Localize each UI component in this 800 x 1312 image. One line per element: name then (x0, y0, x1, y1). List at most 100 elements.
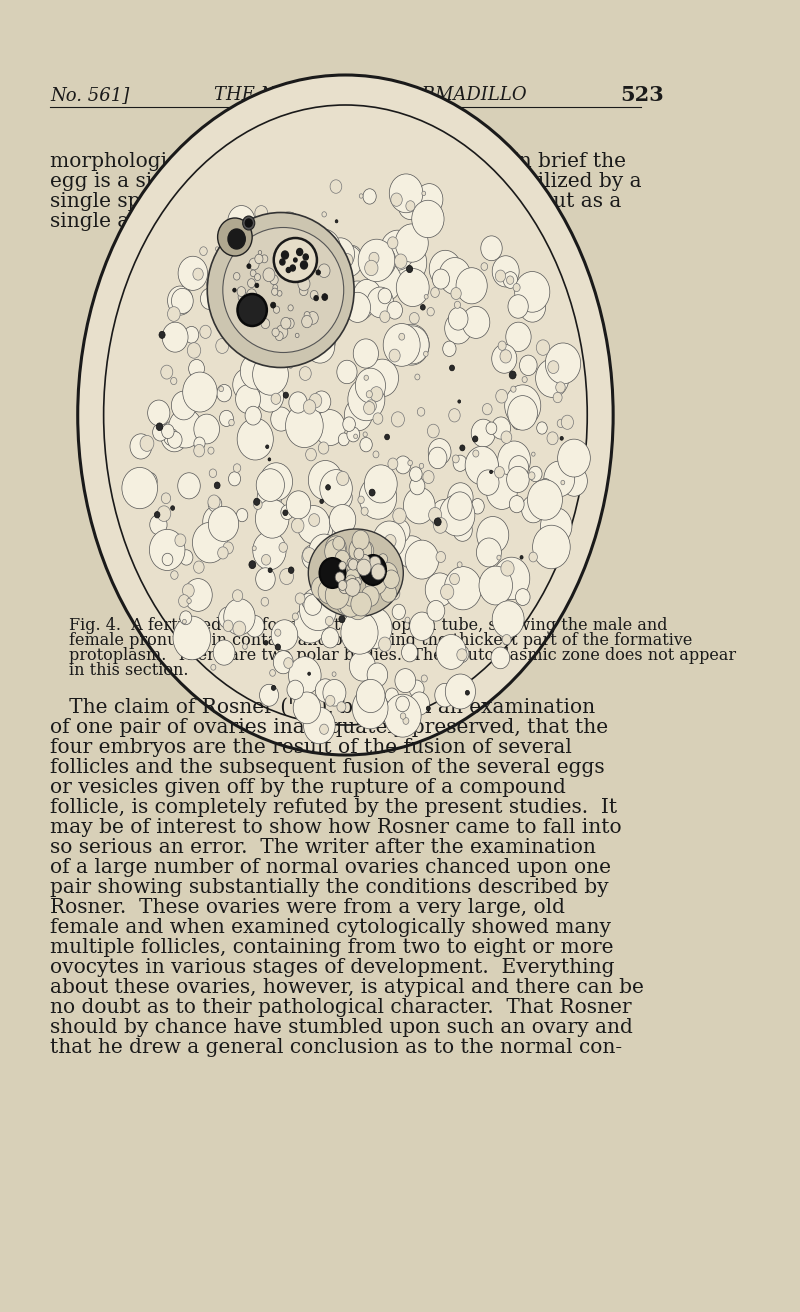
Circle shape (288, 567, 294, 573)
Circle shape (235, 384, 261, 413)
Text: protoplasm.  There are two polar bodies.  The deutoplasmic zone does not appear: protoplasm. There are two polar bodies. … (69, 647, 736, 664)
Circle shape (270, 274, 278, 285)
Circle shape (222, 286, 254, 325)
Circle shape (326, 585, 335, 596)
Circle shape (273, 213, 304, 248)
Circle shape (502, 635, 511, 644)
Circle shape (493, 558, 530, 600)
Circle shape (380, 230, 415, 270)
Circle shape (148, 400, 170, 426)
Circle shape (391, 412, 405, 426)
Circle shape (162, 554, 173, 565)
Circle shape (421, 304, 426, 310)
Circle shape (492, 344, 517, 373)
Circle shape (380, 311, 390, 323)
Circle shape (326, 617, 334, 626)
Circle shape (495, 270, 506, 282)
Circle shape (354, 434, 358, 438)
Circle shape (465, 446, 498, 485)
Circle shape (363, 189, 376, 205)
Circle shape (441, 584, 454, 600)
Circle shape (426, 573, 454, 606)
Circle shape (561, 480, 565, 485)
Text: egg is a simple egg with one nucleus and is fertilized by a: egg is a simple egg with one nucleus and… (50, 172, 642, 192)
Circle shape (208, 496, 222, 512)
Circle shape (561, 466, 587, 496)
Circle shape (215, 247, 219, 251)
Circle shape (252, 546, 256, 551)
Circle shape (366, 391, 373, 398)
Circle shape (173, 426, 190, 446)
Ellipse shape (274, 237, 317, 282)
Circle shape (332, 672, 336, 677)
Circle shape (200, 247, 207, 256)
Circle shape (292, 255, 305, 269)
Circle shape (494, 467, 504, 478)
Circle shape (272, 328, 279, 337)
Circle shape (223, 542, 234, 554)
Circle shape (337, 471, 349, 485)
Circle shape (233, 369, 261, 401)
Circle shape (295, 593, 305, 605)
Circle shape (537, 422, 547, 434)
Circle shape (320, 499, 323, 504)
Circle shape (284, 260, 289, 265)
Circle shape (350, 386, 372, 412)
Circle shape (250, 304, 261, 318)
Circle shape (182, 584, 194, 597)
Circle shape (346, 552, 367, 577)
Circle shape (170, 571, 178, 580)
Circle shape (316, 270, 321, 276)
Circle shape (405, 541, 438, 579)
Circle shape (410, 478, 425, 495)
Circle shape (512, 416, 524, 430)
Circle shape (230, 234, 254, 261)
Text: or vesicles given off by the rupture of a compound: or vesicles given off by the rupture of … (50, 778, 566, 796)
Circle shape (276, 325, 288, 338)
Circle shape (519, 356, 537, 375)
Circle shape (556, 382, 566, 392)
Circle shape (323, 680, 346, 706)
Circle shape (322, 627, 339, 648)
Circle shape (326, 581, 349, 609)
Circle shape (436, 551, 446, 563)
Circle shape (307, 337, 319, 350)
Circle shape (306, 318, 335, 350)
Circle shape (506, 466, 530, 492)
Circle shape (302, 547, 315, 563)
Circle shape (396, 269, 429, 307)
Circle shape (167, 432, 182, 449)
Text: about these ovaries, however, is atypical and there can be: about these ovaries, however, is atypica… (50, 977, 644, 997)
Circle shape (510, 371, 516, 379)
Circle shape (536, 340, 550, 356)
Circle shape (356, 680, 385, 712)
Circle shape (248, 226, 282, 265)
Circle shape (456, 268, 487, 304)
Circle shape (222, 255, 230, 264)
Circle shape (315, 678, 335, 702)
Circle shape (393, 508, 406, 523)
Circle shape (303, 321, 335, 359)
Circle shape (247, 278, 255, 287)
Circle shape (408, 461, 413, 466)
Circle shape (274, 628, 281, 636)
Circle shape (363, 432, 367, 437)
Circle shape (336, 575, 368, 611)
Circle shape (237, 419, 274, 461)
Circle shape (271, 394, 281, 404)
Circle shape (229, 472, 241, 485)
Text: should by chance have stumbled upon such an ovary and: should by chance have stumbled upon such… (50, 1018, 633, 1036)
Circle shape (427, 601, 445, 621)
Circle shape (320, 724, 329, 735)
Circle shape (347, 558, 355, 568)
Circle shape (368, 598, 375, 607)
Circle shape (262, 555, 270, 565)
Circle shape (364, 375, 369, 380)
Circle shape (306, 329, 334, 363)
Circle shape (486, 422, 497, 434)
Circle shape (233, 621, 246, 636)
Circle shape (434, 517, 447, 533)
Circle shape (234, 463, 241, 472)
Circle shape (410, 312, 419, 324)
Circle shape (481, 262, 488, 270)
